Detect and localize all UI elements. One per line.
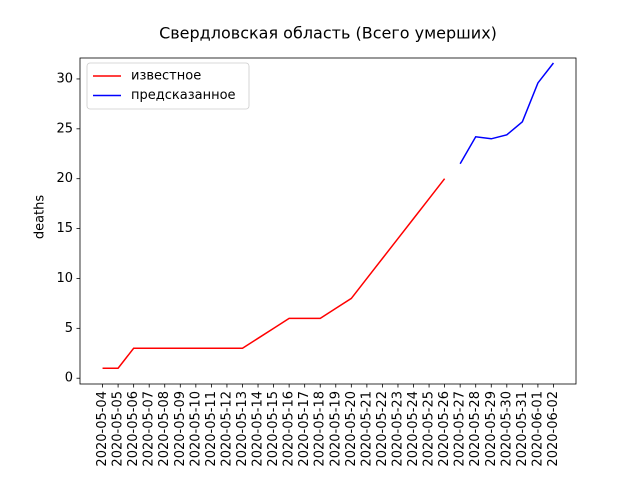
line-series xyxy=(459,62,555,165)
x-tick-label: 2020-06-02 xyxy=(546,391,561,467)
y-axis-label: deaths xyxy=(33,195,48,240)
y-tick-label: 10 xyxy=(56,271,73,286)
plot-frame xyxy=(79,57,577,385)
x-tick-label: 2020-05-17 xyxy=(297,391,312,467)
x-tick-label: 2020-05-04 xyxy=(95,391,110,467)
x-tick-label: 2020-05-05 xyxy=(111,391,126,467)
x-tick-label: 2020-05-25 xyxy=(422,391,437,467)
y-tick-label: 5 xyxy=(65,321,73,336)
x-tick-label: 2020-05-21 xyxy=(359,391,374,467)
x-tick-label: 2020-06-01 xyxy=(530,391,545,467)
x-tick-label: 2020-05-27 xyxy=(453,391,468,467)
y-tick-label: 30 xyxy=(56,71,73,86)
x-tick-label: 2020-05-20 xyxy=(344,391,359,467)
x-tick-label: 2020-05-16 xyxy=(282,391,297,467)
x-tick-label: 2020-05-26 xyxy=(437,391,452,467)
x-tick-label: 2020-05-19 xyxy=(328,391,343,467)
x-tick-label: 2020-05-30 xyxy=(499,391,514,467)
x-tick-label: 2020-05-13 xyxy=(235,391,250,467)
y-tick-label: 0 xyxy=(65,371,73,386)
x-tick-label: 2020-05-08 xyxy=(157,391,172,467)
chart-title: Свердловская область (Всего умерших) xyxy=(159,24,497,43)
x-tick-label: 2020-05-14 xyxy=(251,391,266,467)
x-tick-label: 2020-05-06 xyxy=(126,391,141,467)
x-tick-label: 2020-05-28 xyxy=(468,391,483,467)
x-tick-label: 2020-05-11 xyxy=(204,391,219,467)
x-tick-label: 2020-05-29 xyxy=(484,391,499,467)
x-tick-label: 2020-05-24 xyxy=(406,391,421,467)
y-tick-label: 15 xyxy=(56,221,73,236)
legend-label: предсказанное xyxy=(131,88,236,103)
y-tick-label: 20 xyxy=(56,171,73,186)
x-tick-label: 2020-05-09 xyxy=(173,391,188,467)
y-tick-label: 25 xyxy=(56,121,73,136)
x-tick-label: 2020-05-10 xyxy=(188,391,203,467)
legend-label: известное xyxy=(131,69,201,84)
x-tick-label: 2020-05-22 xyxy=(375,391,390,467)
line-series xyxy=(102,178,446,369)
x-tick-label: 2020-05-15 xyxy=(266,391,281,467)
x-tick-label: 2020-05-12 xyxy=(219,391,234,467)
x-tick-label: 2020-05-07 xyxy=(142,391,157,467)
x-tick-label: 2020-05-31 xyxy=(515,391,530,467)
x-tick-label: 2020-05-23 xyxy=(390,391,405,467)
x-tick-label: 2020-05-18 xyxy=(313,391,328,467)
legend-box xyxy=(86,62,250,110)
